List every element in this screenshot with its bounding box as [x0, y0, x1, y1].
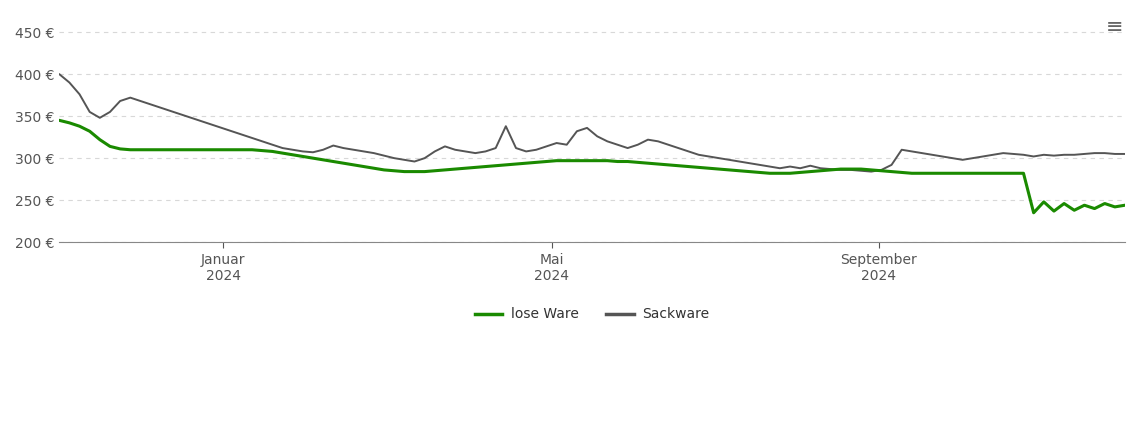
Legend: lose Ware, Sackware: lose Ware, Sackware	[469, 302, 715, 327]
Text: ≡: ≡	[1106, 17, 1123, 37]
